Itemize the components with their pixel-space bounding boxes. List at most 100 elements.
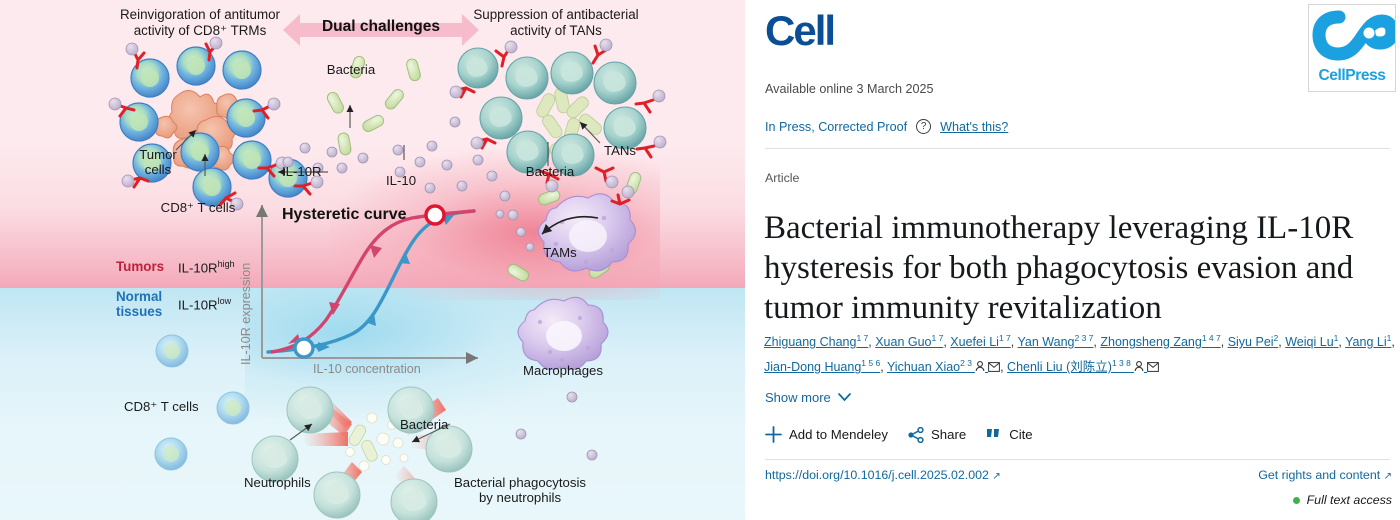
author-affiliation-sup: 1 3 8 [1111,358,1131,369]
show-more-authors-button[interactable]: Show more [765,390,851,405]
tumors-state-label: IL-10Rhigh [178,259,235,276]
dual-challenges-label: Dual challenges [321,18,440,35]
article-header-panel: Cell CellPress Available online 3 March … [745,0,1400,520]
neutrophils-label: Neutrophils [244,475,311,490]
author-affiliation-sup: 1 7 [931,333,944,343]
author-link[interactable]: Yang Li1 [1345,333,1392,350]
cellpress-wordmark: CellPress [1318,67,1386,84]
share-label: Share [930,427,967,442]
author-profile-icon[interactable] [972,361,985,374]
author-affiliation-sup: 1 7 [998,333,1011,343]
author-separator: , [1093,335,1101,350]
author-profile-icon[interactable] [1131,361,1144,374]
author-separator: , [880,360,887,375]
dual-challenges-arrow [283,14,479,46]
author-affiliation-sup: 2 3 [960,358,972,369]
author-separator: , [1010,335,1018,350]
plus-icon [765,426,782,443]
author-email-icon[interactable] [1144,362,1159,374]
author-email-icon[interactable] [985,362,1000,374]
press-status-label: In Press, Corrected Proof [765,119,908,134]
author-link[interactable]: Zhongsheng Zang1 4 7 [1100,333,1221,350]
cite-label: Cite [1009,427,1033,442]
author-separator: , [943,335,951,350]
doi-link[interactable]: https://doi.org/10.1016/j.cell.2025.02.0… [765,468,1001,482]
label-leader-lines [175,105,601,443]
cd8-t-cells-normal [154,334,250,471]
phagocytosis-label: Bacterial phagocytosis by neutrophils [454,475,586,505]
tumor-cells-label: Tumor cells [139,147,177,177]
left-heading: Reinvigoration of antitumor activity of … [119,7,281,38]
author-separator: , [1338,335,1346,350]
cd8-t-cells-bottom-label: CD8⁺ T cells [124,399,199,414]
author-link[interactable]: Chenli Liu (刘陈立)1 3 8 [1007,358,1159,374]
author-affiliation-sup: 1 4 7 [1201,333,1221,343]
available-online-date: Available online 3 March 2025 [765,82,934,96]
normal-tissues-band-label: Normal tissues [116,289,163,319]
il10r-receptors [116,42,314,207]
hysteretic-curve-plot [256,204,478,364]
author-affiliation-sup: 1 [1386,333,1392,343]
chart-y-axis-label: IL-10R expression [239,262,253,365]
author-link[interactable]: Weiqi Lu1 [1285,333,1339,350]
il10r-label: IL-10R [282,164,322,179]
curve-descending [270,209,476,354]
author-link[interactable]: Yan Wang2 3 7 [1017,333,1094,350]
graphical-abstract[interactable]: Dual challenges Reinvigoration of antitu… [0,0,745,520]
cd8-t-cells-top-label: CD8⁺ T cells [160,200,236,215]
access-status-label: Full text access [1306,493,1392,507]
macrophages-label: Macrophages [523,363,603,378]
author-separator: , [1391,335,1395,350]
author-link[interactable]: Yichuan Xiao2 3 [887,358,1000,374]
abstract-illustration [108,14,667,520]
add-to-mendeley-button[interactable]: Add to Mendeley [765,426,888,443]
tan-cluster [449,38,667,193]
get-rights-link[interactable]: Get rights and content ↗ [1258,468,1392,482]
normal-state-label: IL-10Rlow [178,296,232,313]
header-divider [765,148,1390,149]
tam-cell [537,185,637,272]
full-text-access-badge: Full text access [1292,493,1392,507]
author-separator: , [1000,360,1008,375]
author-affiliation-sup: 1 [1333,333,1339,343]
share-button[interactable]: Share [908,426,967,443]
tans-label: TANs [604,143,636,158]
author-affiliation-sup: 1 7 [856,333,869,343]
quote-icon [987,428,1000,437]
page-title: Bacterial immunotherapy leveraging IL-10… [764,210,1354,327]
low-state-marker [293,337,315,359]
cellpress-logo[interactable]: CellPress [1308,4,1399,92]
press-status-row: In Press, Corrected Proof ? What's this? [765,119,1008,134]
bacteria-top-label: Bacteria [326,62,376,77]
author-link[interactable]: Xuefei Li1 7 [950,333,1011,350]
author-separator: , [1220,335,1228,350]
help-icon[interactable]: ? [916,119,932,134]
share-icon [908,426,924,443]
author-affiliation-sup: 1 5 6 [861,358,881,369]
chart-x-axis-label: IL-10 concentration [313,362,421,376]
neutrophil-phagocytosis [251,386,473,520]
article-actions: Add to Mendeley Share Cite [765,426,1033,443]
cite-button[interactable]: Cite [986,427,1033,442]
whats-this-link[interactable]: What's this? [940,119,1009,134]
access-status-dot [1292,496,1300,504]
curve-ascending [266,209,476,354]
il10-label: IL-10 [386,173,417,188]
author-link[interactable]: Jian-Dong Huang1 5 6 [764,358,881,375]
cell-journal-logo[interactable]: Cell [765,7,836,54]
right-heading: Suppression of antibacterial activity of… [473,7,639,38]
author-link[interactable]: Xuan Guo1 7 [875,333,944,350]
cd8-t-cells-tumor [119,46,308,207]
author-link[interactable]: Siyu Pei2 [1227,333,1279,350]
high-state-marker [424,204,446,226]
bacteria-bottom-label: Bacteria [400,417,449,432]
author-link[interactable]: Zhiguang Chang1 7 [764,333,869,350]
article-type-label: Article [765,171,800,185]
author-separator: , [1278,335,1286,350]
footer-divider [765,459,1390,460]
curve-ascending-arrowheads [316,214,455,352]
macrophage-cell [517,296,609,370]
chevron-down-icon [837,393,851,402]
author-affiliation-sup: 2 3 7 [1074,333,1094,343]
